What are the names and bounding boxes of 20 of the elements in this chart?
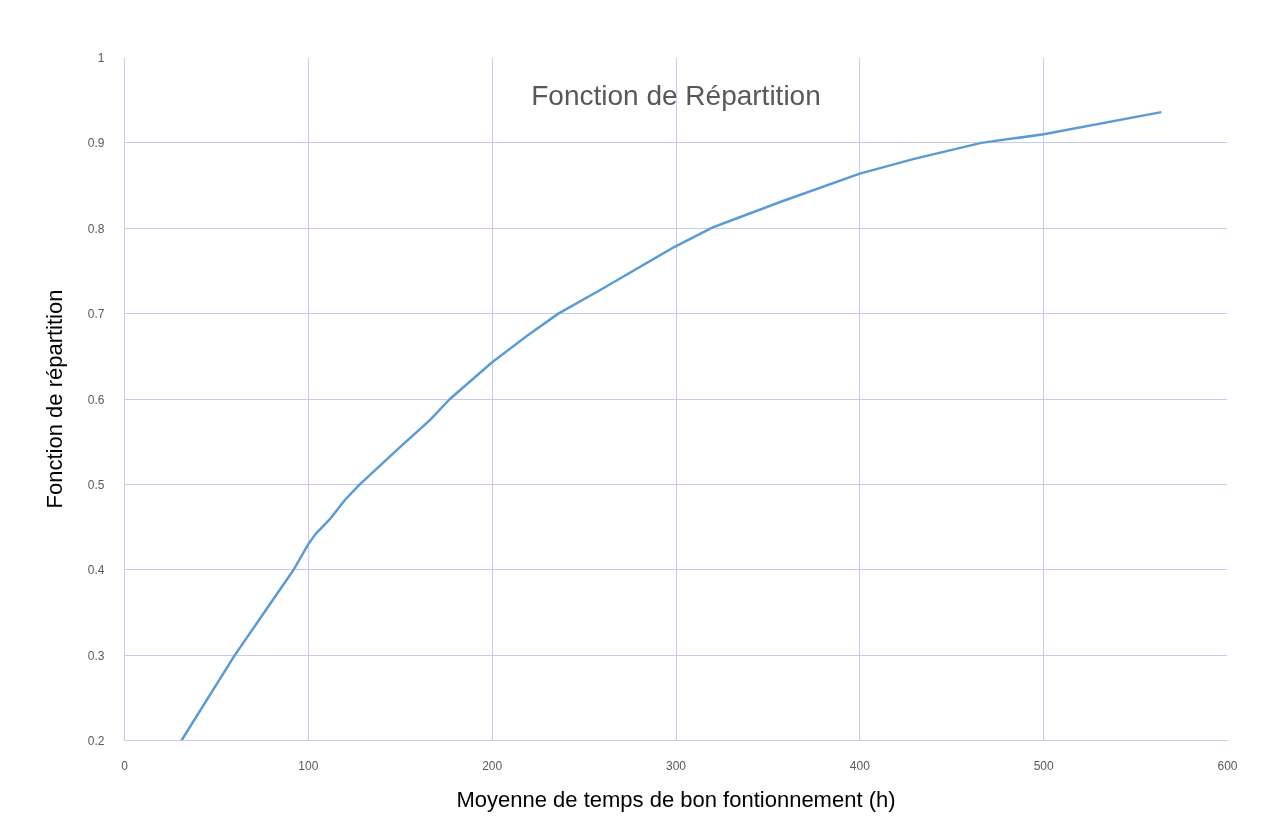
x-tick-label: 300 (665, 758, 687, 773)
x-tick-label: 400 (849, 758, 871, 773)
line-series (180, 110, 1163, 741)
y-tick-label: 0.3 (87, 648, 105, 663)
y-tick-label: 0.2 (87, 734, 105, 748)
x-tick-label: 200 (482, 758, 503, 773)
y-tick-label: 0.9 (87, 136, 105, 151)
x-tick-label: 0 (121, 758, 129, 773)
x-tick-label: 100 (298, 758, 319, 773)
x-axis-title: Moyenne de temps de bon fontionnement (h) (456, 786, 896, 812)
text: Fonction de Répartition (531, 79, 821, 111)
y-tick-label: 0.6 (87, 392, 105, 407)
y-tick-label: 0.4 (87, 563, 105, 578)
y-tick-label: 0.8 (87, 221, 105, 236)
y-axis-title: Fonction de répartition (41, 289, 67, 509)
y-tick-label: 1 (97, 51, 105, 65)
y-tick-label: 0.7 (87, 307, 105, 322)
x-tick-label: 500 (1033, 758, 1054, 773)
x-tick-label: 600 (1217, 758, 1238, 773)
y-tick-label: 0.5 (87, 477, 105, 492)
